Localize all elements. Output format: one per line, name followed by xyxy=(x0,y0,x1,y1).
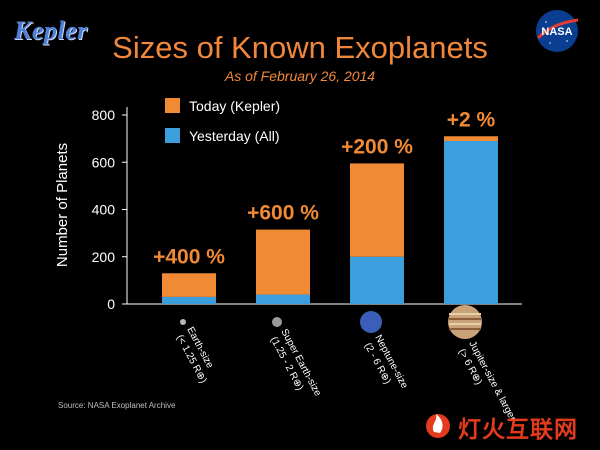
y-tick-label: 800 xyxy=(92,107,116,123)
bar-annotation: +400 % xyxy=(153,245,225,268)
bar-yesterday xyxy=(350,256,404,304)
chart-subtitle: As of February 26, 2014 xyxy=(224,68,376,84)
category-label: Neptune-size(2 - 6 R⊕) xyxy=(362,333,410,391)
legend-label: Today (Kepler) xyxy=(189,98,280,114)
chart-title: Sizes of Known Exoplanets xyxy=(112,30,488,65)
bar-yesterday xyxy=(444,140,498,304)
legend-swatch xyxy=(165,128,180,143)
legend-swatch xyxy=(165,98,180,113)
y-tick-label: 0 xyxy=(107,296,115,312)
bar-annotation: +2 % xyxy=(447,108,496,131)
planet-icon xyxy=(180,319,186,325)
bar-today xyxy=(162,273,216,297)
legend-label: Yesterday (All) xyxy=(189,128,280,144)
bar-annotation: +600 % xyxy=(247,202,319,225)
y-tick-label: 400 xyxy=(92,202,116,218)
watermark-flame-icon xyxy=(426,414,450,438)
category-label: Earth-size(< 1.25 R⊕) xyxy=(174,325,216,385)
source-note: Source: NASA Exoplanet Archive xyxy=(58,401,176,410)
nasa-logo: NASA xyxy=(536,10,579,52)
y-tick-label: 200 xyxy=(92,249,116,265)
y-tick-label: 600 xyxy=(92,154,116,170)
planet-icon xyxy=(448,305,482,339)
category-label: Super Earth-size(1.25 - 2 R⊕) xyxy=(268,327,323,398)
planet-icon xyxy=(272,317,282,327)
watermark-text: 灯火互联网 xyxy=(458,417,578,443)
bar-yesterday xyxy=(256,294,310,304)
y-axis-label: Number of Planets xyxy=(54,143,71,267)
bar-today xyxy=(444,136,498,141)
bar-annotation: +200 % xyxy=(341,135,413,158)
nasa-logo-text: NASA xyxy=(541,26,572,38)
kepler-logo: Kepler xyxy=(14,16,88,45)
bar-today xyxy=(256,229,310,295)
bar-today xyxy=(350,163,404,257)
bar-yesterday xyxy=(162,296,216,304)
planet-icon xyxy=(360,311,382,333)
